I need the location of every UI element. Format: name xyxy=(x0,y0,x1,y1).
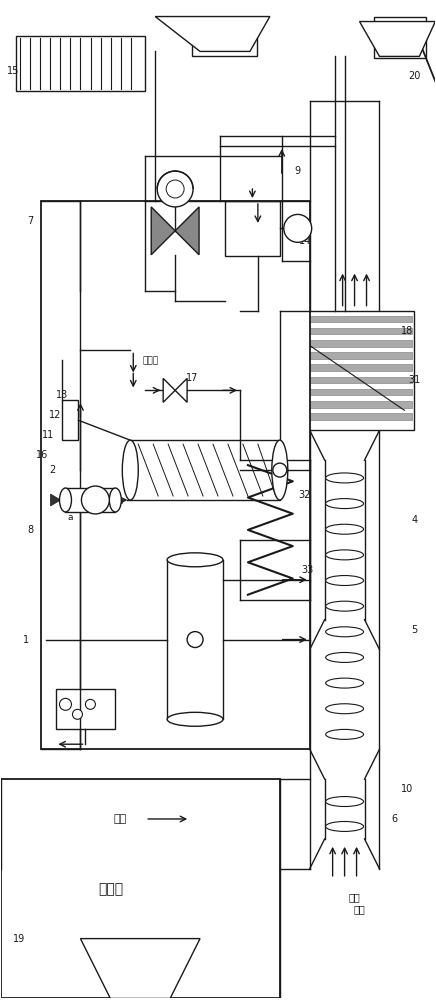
Ellipse shape xyxy=(326,524,364,534)
Text: 5: 5 xyxy=(411,625,418,635)
Text: 补给水: 补给水 xyxy=(142,356,158,365)
Bar xyxy=(16,36,145,91)
Polygon shape xyxy=(80,939,200,998)
Polygon shape xyxy=(151,207,175,255)
Text: 8: 8 xyxy=(27,525,34,535)
Circle shape xyxy=(72,709,82,719)
Bar xyxy=(280,316,412,322)
Text: 20: 20 xyxy=(408,71,421,81)
Bar xyxy=(280,401,412,408)
Bar xyxy=(280,389,412,395)
Text: 7: 7 xyxy=(27,216,34,226)
Bar xyxy=(65,488,116,512)
Bar xyxy=(280,413,412,420)
Ellipse shape xyxy=(326,473,364,483)
Polygon shape xyxy=(175,207,199,255)
Bar xyxy=(1,779,280,998)
Bar xyxy=(280,352,412,359)
Ellipse shape xyxy=(326,627,364,637)
Text: 11: 11 xyxy=(42,430,54,440)
Ellipse shape xyxy=(326,729,364,739)
Bar xyxy=(375,17,426,58)
Text: 烟气: 烟气 xyxy=(354,904,365,914)
Polygon shape xyxy=(155,17,270,51)
Bar xyxy=(62,400,78,440)
Bar xyxy=(280,340,412,347)
Ellipse shape xyxy=(326,601,364,611)
Polygon shape xyxy=(163,378,175,402)
Bar xyxy=(280,328,412,334)
Text: 烟气: 烟气 xyxy=(114,814,127,824)
Circle shape xyxy=(59,698,72,710)
Text: 32: 32 xyxy=(299,490,311,500)
Text: 15: 15 xyxy=(7,66,19,76)
Text: 13: 13 xyxy=(56,390,68,400)
Ellipse shape xyxy=(123,440,138,500)
Circle shape xyxy=(187,632,203,648)
Text: 16: 16 xyxy=(37,450,49,460)
Text: a: a xyxy=(68,513,73,522)
Text: 9: 9 xyxy=(295,166,301,176)
Ellipse shape xyxy=(167,553,223,567)
Ellipse shape xyxy=(326,550,364,560)
Bar xyxy=(278,311,414,430)
Text: 12: 12 xyxy=(49,410,62,420)
Text: 6: 6 xyxy=(392,814,398,824)
Ellipse shape xyxy=(326,797,364,807)
Text: 17: 17 xyxy=(186,373,198,383)
Text: 4: 4 xyxy=(411,515,417,525)
Bar xyxy=(280,377,412,383)
Circle shape xyxy=(85,699,95,709)
Circle shape xyxy=(82,486,109,514)
Ellipse shape xyxy=(167,712,223,726)
Circle shape xyxy=(157,171,193,207)
Ellipse shape xyxy=(326,704,364,714)
Bar xyxy=(192,17,257,56)
Text: 31: 31 xyxy=(408,375,420,385)
Text: 33: 33 xyxy=(302,565,314,575)
Ellipse shape xyxy=(109,488,121,512)
Text: 加热炉: 加热炉 xyxy=(98,882,123,896)
Bar xyxy=(55,689,116,729)
Bar xyxy=(240,460,300,600)
Bar xyxy=(225,201,280,256)
Polygon shape xyxy=(175,378,187,402)
Text: 14: 14 xyxy=(299,236,311,246)
Polygon shape xyxy=(51,494,61,506)
Text: b: b xyxy=(117,497,123,506)
Circle shape xyxy=(284,214,312,242)
Ellipse shape xyxy=(59,488,72,512)
Polygon shape xyxy=(360,22,435,56)
Bar xyxy=(130,440,280,500)
Ellipse shape xyxy=(326,652,364,662)
Bar xyxy=(41,201,310,749)
Text: 烟气: 烟气 xyxy=(349,892,361,902)
Ellipse shape xyxy=(272,440,288,500)
Text: 2: 2 xyxy=(49,465,56,475)
Ellipse shape xyxy=(326,576,364,585)
Bar xyxy=(280,364,412,371)
Text: 19: 19 xyxy=(13,934,25,944)
Circle shape xyxy=(273,463,287,477)
Text: 1: 1 xyxy=(23,635,29,645)
Text: 18: 18 xyxy=(401,326,413,336)
Ellipse shape xyxy=(326,678,364,688)
Ellipse shape xyxy=(326,821,364,831)
Text: 10: 10 xyxy=(401,784,413,794)
Ellipse shape xyxy=(326,499,364,509)
